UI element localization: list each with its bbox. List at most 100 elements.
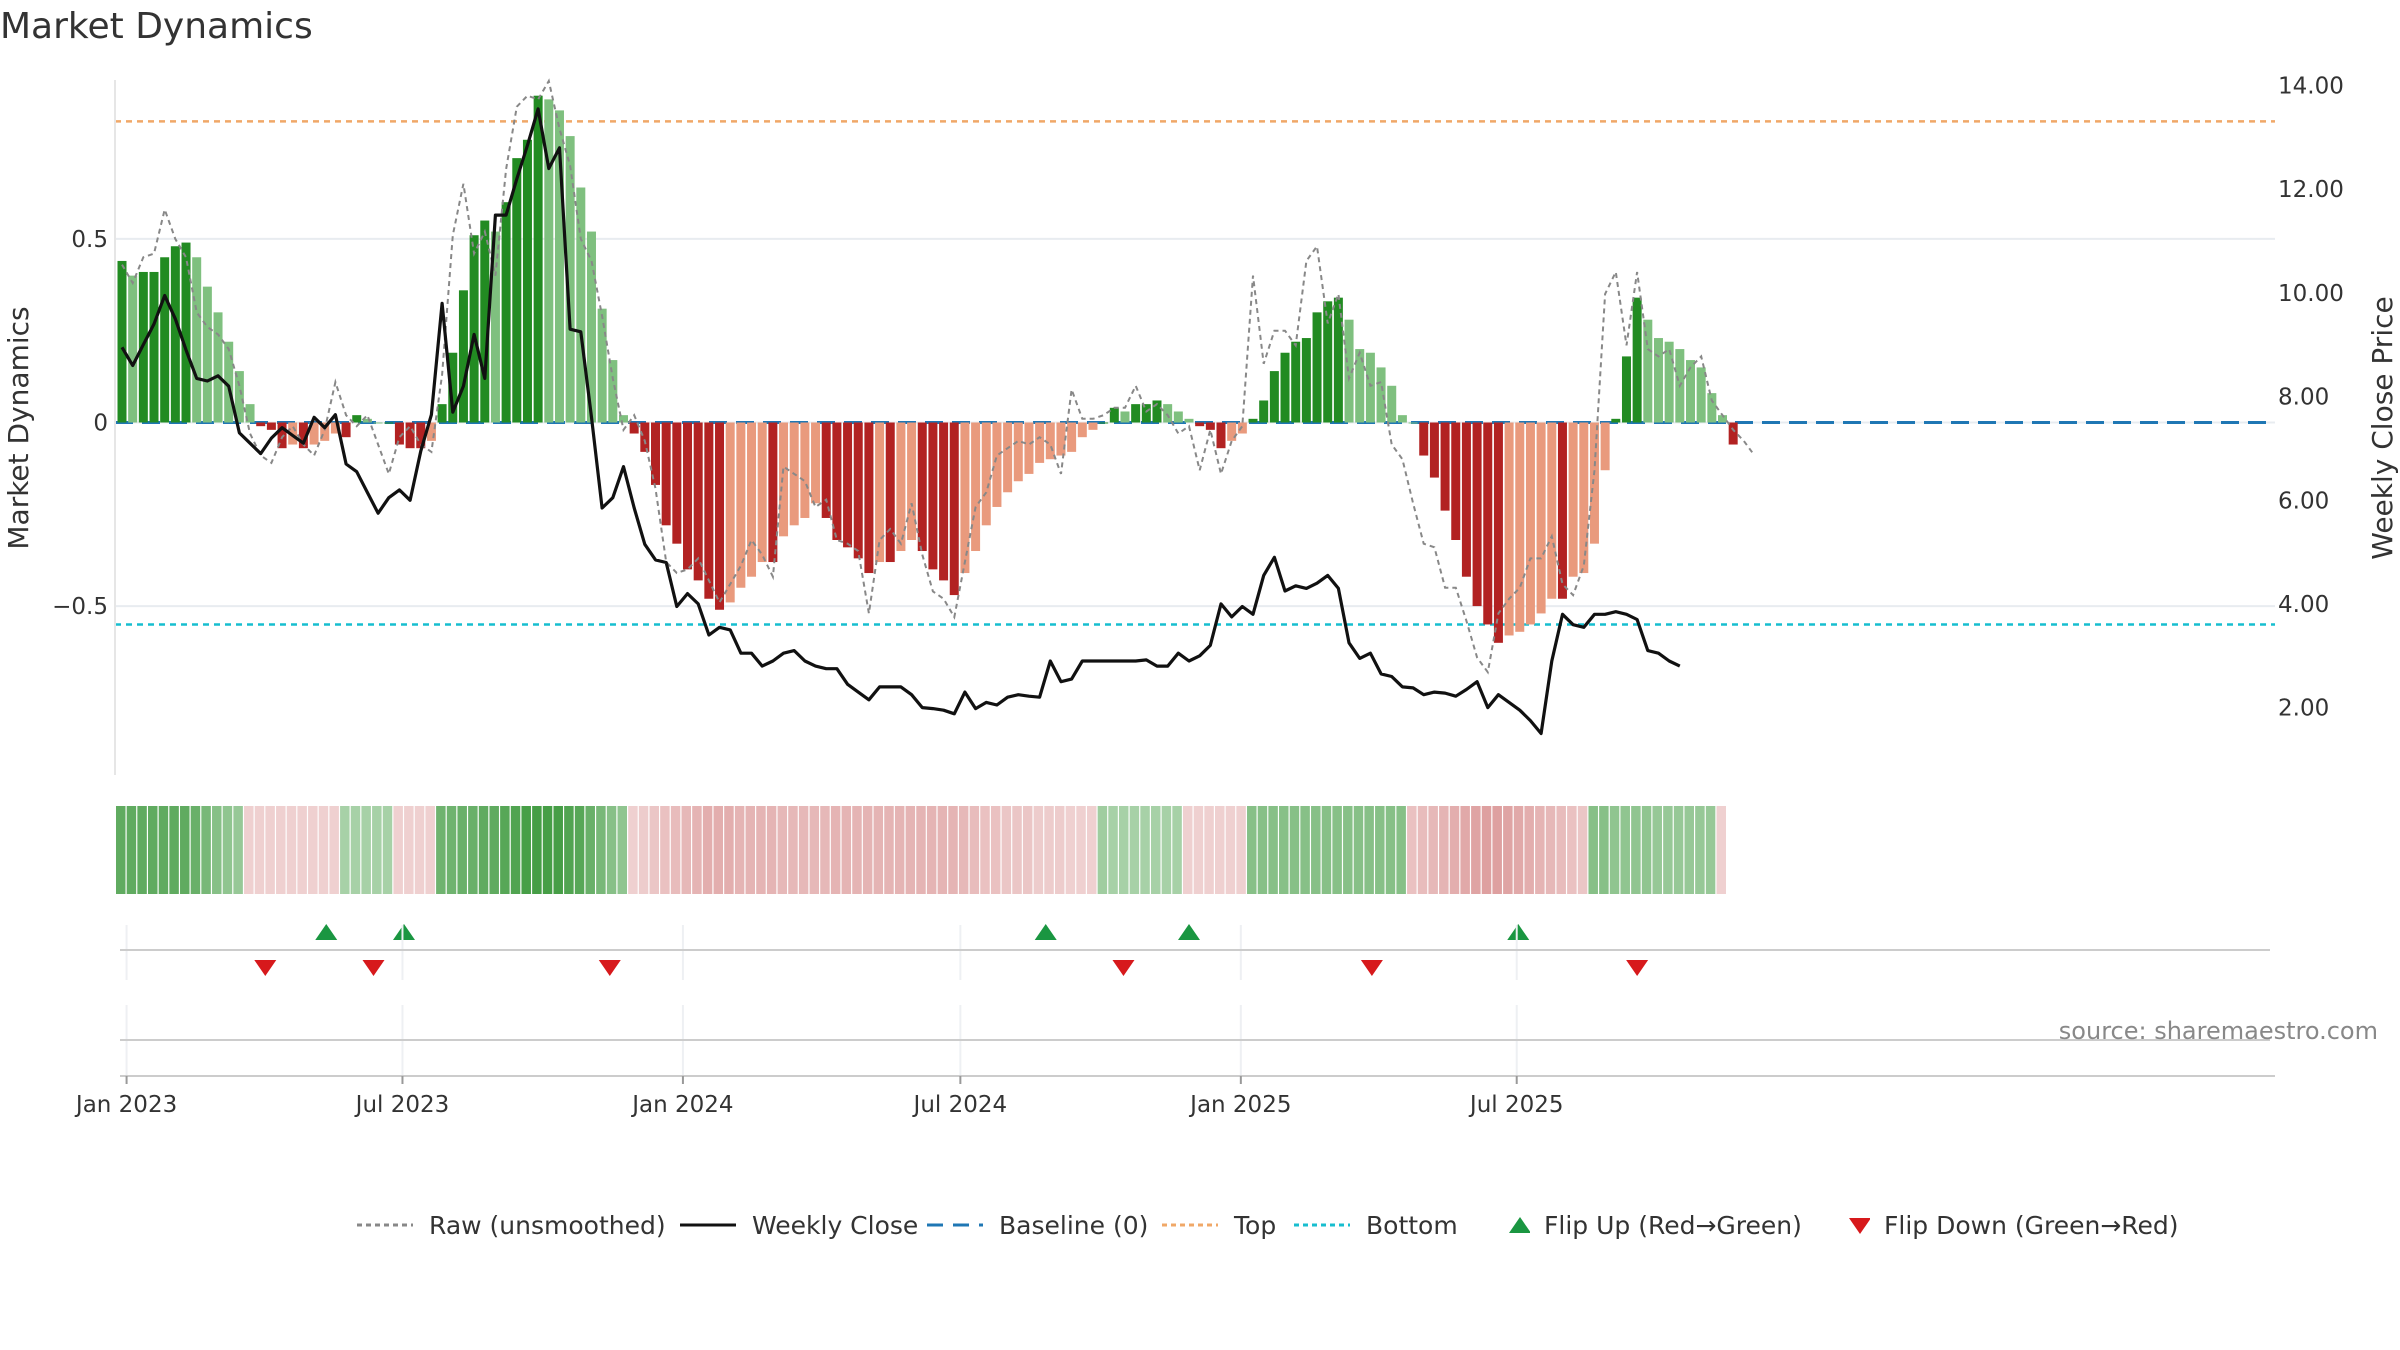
- dynamics-bar: [864, 422, 874, 574]
- regime-cell: [1503, 806, 1513, 894]
- dynamics-bar: [1419, 422, 1429, 456]
- regime-cell: [617, 806, 627, 894]
- dynamics-bar: [597, 308, 607, 423]
- regime-cell: [1022, 806, 1033, 894]
- regime-cell: [830, 806, 841, 894]
- dynamics-bar: [1376, 367, 1386, 423]
- regime-cell: [585, 806, 595, 894]
- dynamics-bar: [1718, 415, 1727, 423]
- dynamics-bar: [832, 422, 842, 540]
- regime-cell: [329, 806, 339, 894]
- regime-cell: [894, 806, 905, 894]
- dynamics-bar: [565, 136, 575, 423]
- flip-down-icon: [1112, 960, 1135, 976]
- dynamics-bar: [170, 246, 180, 423]
- dynamics-bar: [1451, 422, 1461, 540]
- regime-cell: [286, 806, 297, 894]
- dynamics-bar: [1653, 338, 1663, 423]
- dynamics-bar: [704, 422, 714, 599]
- flip-down-icon: [254, 960, 277, 976]
- dynamics-bar: [672, 422, 682, 544]
- dynamics-bar: [1696, 367, 1706, 423]
- dynamics-bar: [949, 422, 959, 596]
- dynamics-bar: [362, 418, 372, 423]
- regime-cell: [1684, 806, 1694, 894]
- dynamics-bar: [341, 422, 351, 438]
- date-tick-label: Jan 2025: [1188, 1092, 1291, 1118]
- legend-swatch: [680, 1223, 736, 1227]
- dynamics-bar: [1173, 411, 1183, 423]
- regime-cell: [681, 806, 692, 894]
- legend-label: Raw (unsmoothed): [429, 1210, 666, 1240]
- dynamics-bar: [1493, 422, 1503, 643]
- regime-cell: [468, 806, 478, 894]
- regime-cell: [1705, 806, 1716, 894]
- legend-item: Weekly Close: [678, 1205, 918, 1245]
- left-tick-label: 0: [93, 411, 108, 437]
- regime-cell: [884, 806, 894, 894]
- legend-label: Bottom: [1366, 1210, 1458, 1240]
- dynamics-bar: [1707, 393, 1717, 423]
- dynamics-bar: [128, 275, 138, 423]
- dynamics-bar: [1301, 338, 1311, 423]
- regime-cell: [1129, 806, 1140, 894]
- regime-cell: [1012, 806, 1022, 894]
- legend-item: Bottom: [1292, 1205, 1458, 1245]
- regime-cell: [1599, 806, 1609, 894]
- dynamics-bar: [1387, 385, 1397, 423]
- regime-cell: [1225, 806, 1236, 894]
- regime-cell: [1279, 806, 1289, 894]
- regime-cell: [116, 806, 126, 894]
- regime-cell: [1407, 806, 1417, 894]
- regime-cell: [489, 806, 499, 894]
- dynamics-bar: [522, 139, 532, 423]
- regime-cell: [756, 806, 766, 894]
- dynamics-bar: [256, 422, 266, 427]
- regime-cell: [478, 806, 489, 894]
- regime-cell: [980, 806, 990, 894]
- regime-cell: [926, 806, 937, 894]
- dynamics-bar: [1035, 422, 1045, 463]
- dynamics-bar: [1333, 297, 1343, 423]
- legend-item: Flip Up (Red→Green): [1490, 1205, 1802, 1245]
- triangle-up-icon: [1509, 1217, 1530, 1233]
- regime-cell: [1215, 806, 1225, 894]
- regime-cell: [1460, 806, 1470, 894]
- regime-cell: [958, 806, 969, 894]
- dynamics-bar: [320, 422, 330, 441]
- regime-cell: [809, 806, 820, 894]
- dynamics-bar: [640, 422, 650, 452]
- dynamics-bar: [1195, 422, 1205, 427]
- dynamics-bar: [939, 422, 949, 581]
- regime-cell: [916, 806, 926, 894]
- dynamics-bar: [1685, 360, 1695, 423]
- regime-cell: [126, 806, 137, 894]
- dynamics-bar: [715, 422, 725, 610]
- regime-cell: [446, 806, 457, 894]
- regime-cell: [628, 806, 638, 894]
- regime-cell: [777, 806, 788, 894]
- flip-up-icon: [315, 924, 338, 940]
- dynamics-bar: [192, 257, 202, 423]
- dynamics-bar: [821, 422, 831, 518]
- flip-down-icon: [1360, 960, 1383, 976]
- dynamics-bar: [384, 422, 394, 424]
- regime-cell: [1044, 806, 1054, 894]
- dynamics-bar: [480, 220, 490, 423]
- regime-cell: [1652, 806, 1662, 894]
- dynamics-bar: [458, 290, 468, 423]
- right-tick-label: 10.00: [2278, 281, 2344, 307]
- dynamics-bar: [1259, 400, 1269, 423]
- dynamics-bar: [1205, 422, 1215, 430]
- regime-cell: [1609, 806, 1620, 894]
- dynamics-bar: [875, 422, 885, 563]
- regime-cell: [1471, 806, 1481, 894]
- regime-cell: [852, 806, 862, 894]
- regime-cell: [212, 806, 222, 894]
- dynamics-bar: [298, 422, 308, 449]
- regime-cell: [425, 806, 435, 894]
- date-axis: Jan 2023 Jul 2023 Jan 2024 Jul 2024 Jan 2025…: [74, 925, 2275, 1118]
- regime-cell: [1247, 806, 1257, 894]
- dynamics-bar: [1045, 422, 1055, 460]
- legend-item: Baseline (0): [925, 1205, 1148, 1245]
